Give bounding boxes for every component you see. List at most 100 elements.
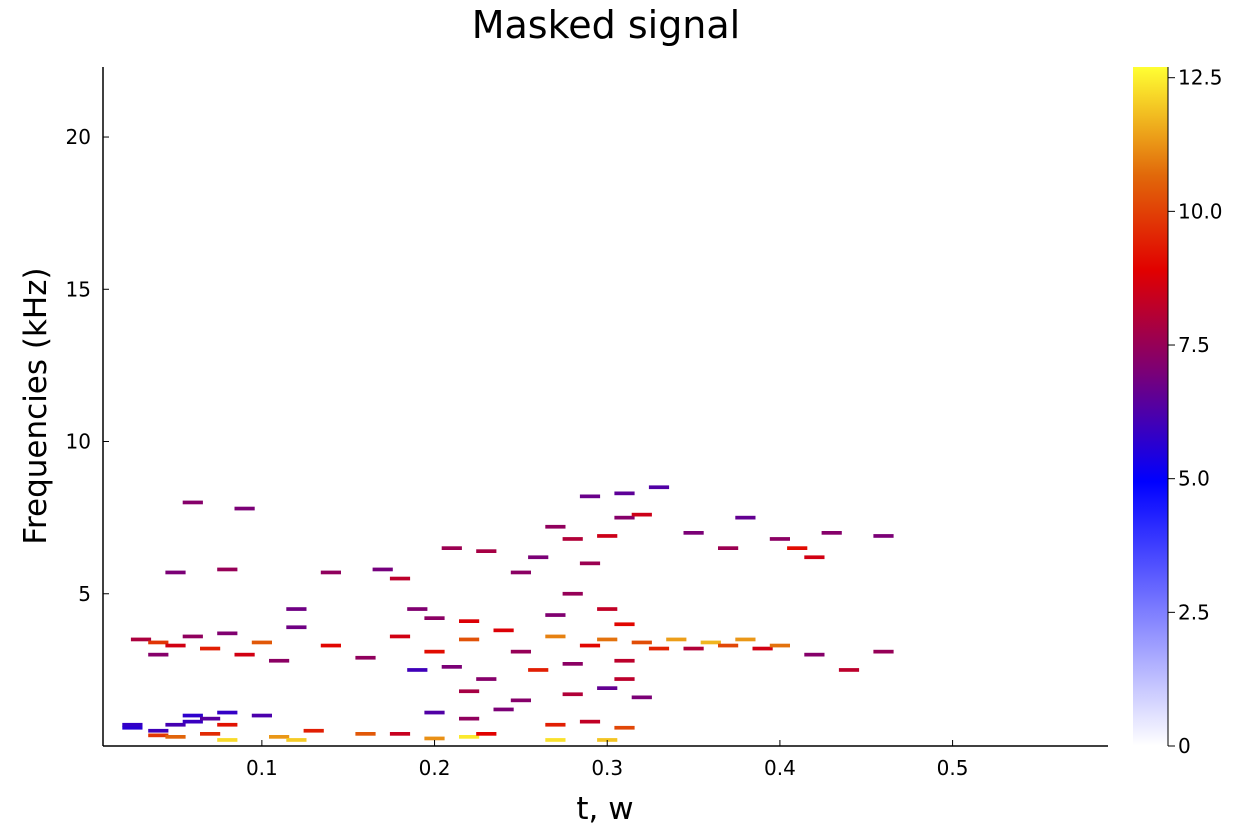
colorbar <box>1133 67 1168 746</box>
heatmap-cell <box>165 735 186 739</box>
x-axis-label: t, w <box>576 791 633 827</box>
heatmap-cell <box>130 637 152 642</box>
heatmap-cell <box>122 722 143 727</box>
heatmap-cell <box>648 646 670 651</box>
heatmap-cell <box>614 515 635 520</box>
heatmap-cell <box>528 555 549 560</box>
heatmap-cell <box>182 719 203 724</box>
heatmap-cell <box>666 637 687 642</box>
heatmap-cell <box>355 655 376 660</box>
heatmap-cell <box>648 485 670 490</box>
heatmap-cell <box>597 738 618 742</box>
heatmap-cell <box>424 616 445 620</box>
heatmap-cell <box>562 692 583 697</box>
heatmap-cell <box>631 640 652 645</box>
heatmap-cell <box>234 652 255 657</box>
heatmap-cell <box>597 686 618 690</box>
heatmap-cell <box>614 725 635 730</box>
colorbar-tick-label: 0 <box>1178 734 1191 758</box>
heatmap-cell <box>614 677 635 681</box>
colorbar-tick-label: 5.0 <box>1178 467 1210 491</box>
heatmap-cell <box>476 549 497 553</box>
heatmap-cell <box>631 695 652 700</box>
heatmap-cell <box>269 735 290 739</box>
heatmap-cell <box>459 735 480 739</box>
heatmap-cell <box>631 512 652 517</box>
heatmap-cell <box>718 546 739 550</box>
heatmap-cell <box>493 707 514 712</box>
heatmap-cell <box>407 668 428 672</box>
heatmap-cell <box>407 607 428 611</box>
heatmap-cell <box>286 607 307 611</box>
heatmap-cell <box>718 643 739 648</box>
heatmap-cell <box>545 524 566 529</box>
heatmap-cell <box>200 646 221 651</box>
heatmap-cell <box>545 613 566 617</box>
heatmap-cell <box>493 628 514 633</box>
heatmap-cell <box>182 713 203 718</box>
colorbar-tick-label: 7.5 <box>1178 333 1210 357</box>
heatmap-cell <box>614 622 635 627</box>
heatmap-cell <box>389 634 411 639</box>
heatmap-cell <box>476 732 497 736</box>
heatmap-cell <box>459 637 480 642</box>
heatmap-cell <box>683 646 704 651</box>
heatmap-cell <box>320 570 341 575</box>
y-axis-ticks: 5 10 15 20 <box>66 125 109 606</box>
heatmap-cell <box>579 719 601 724</box>
x-axis-ticks: 0.1 0.2 0.3 0.4 0.5 <box>246 740 968 780</box>
heatmap-cell <box>389 576 411 581</box>
x-tick-label: 0.3 <box>591 756 623 780</box>
heatmap-cell <box>597 534 618 538</box>
heatmap-cell <box>200 732 221 736</box>
chart-title: Masked signal <box>472 3 741 47</box>
heatmap-cell <box>424 736 445 741</box>
heatmap-cell <box>545 738 566 742</box>
heatmap-cell <box>459 716 480 721</box>
y-tick-label: 20 <box>66 125 91 149</box>
heatmap-cell <box>838 668 860 672</box>
heatmap-cell <box>441 665 462 669</box>
colorbar-ticks: 0 2.5 5.0 7.5 10.0 12.5 <box>1167 66 1223 758</box>
heatmap-cell <box>562 591 583 596</box>
heatmap-cell <box>510 698 531 703</box>
heatmap-cell <box>597 637 618 642</box>
heatmap-cell <box>200 716 221 721</box>
heatmap-cell <box>122 725 143 730</box>
heatmap-cell <box>165 570 186 575</box>
heatmap-cell <box>234 506 255 511</box>
heatmap-cell <box>217 631 238 636</box>
heatmap-cell <box>735 637 756 642</box>
heatmap-cell <box>217 722 238 727</box>
colorbar-tick-label: 2.5 <box>1178 600 1210 624</box>
colorbar-tick-label: 12.5 <box>1178 66 1223 90</box>
heatmap-cell <box>424 710 445 715</box>
heatmap-cell <box>459 619 480 623</box>
heatmap-cell <box>614 658 635 663</box>
x-tick-label: 0.4 <box>764 756 796 780</box>
heatmap-cell <box>165 722 186 727</box>
heatmap-cell <box>804 652 825 657</box>
heatmap-cell <box>148 640 169 645</box>
heatmap-cell <box>355 732 376 736</box>
heatmap-cell <box>579 494 601 499</box>
y-axis-label: Frequencies (kHz) <box>18 267 54 544</box>
heatmap-cell <box>597 607 618 611</box>
x-tick-label: 0.2 <box>419 756 451 780</box>
heatmap-cell <box>182 500 203 505</box>
heatmap-cell <box>251 640 272 645</box>
heatmap-cell <box>579 643 601 648</box>
heatmap-cell <box>700 640 721 645</box>
heatmap-cell <box>510 649 531 654</box>
heatmap-cell <box>148 733 169 738</box>
heatmap-cell <box>683 531 704 535</box>
heatmap-cell <box>286 625 307 630</box>
heatmap-cell <box>182 634 203 639</box>
heatmap-cell <box>217 738 238 742</box>
x-tick-label: 0.1 <box>246 756 278 780</box>
heatmap-cell <box>303 728 324 733</box>
heatmap-cell <box>217 567 238 572</box>
heatmap-cell <box>528 668 549 672</box>
heatmap-cell <box>873 534 894 538</box>
